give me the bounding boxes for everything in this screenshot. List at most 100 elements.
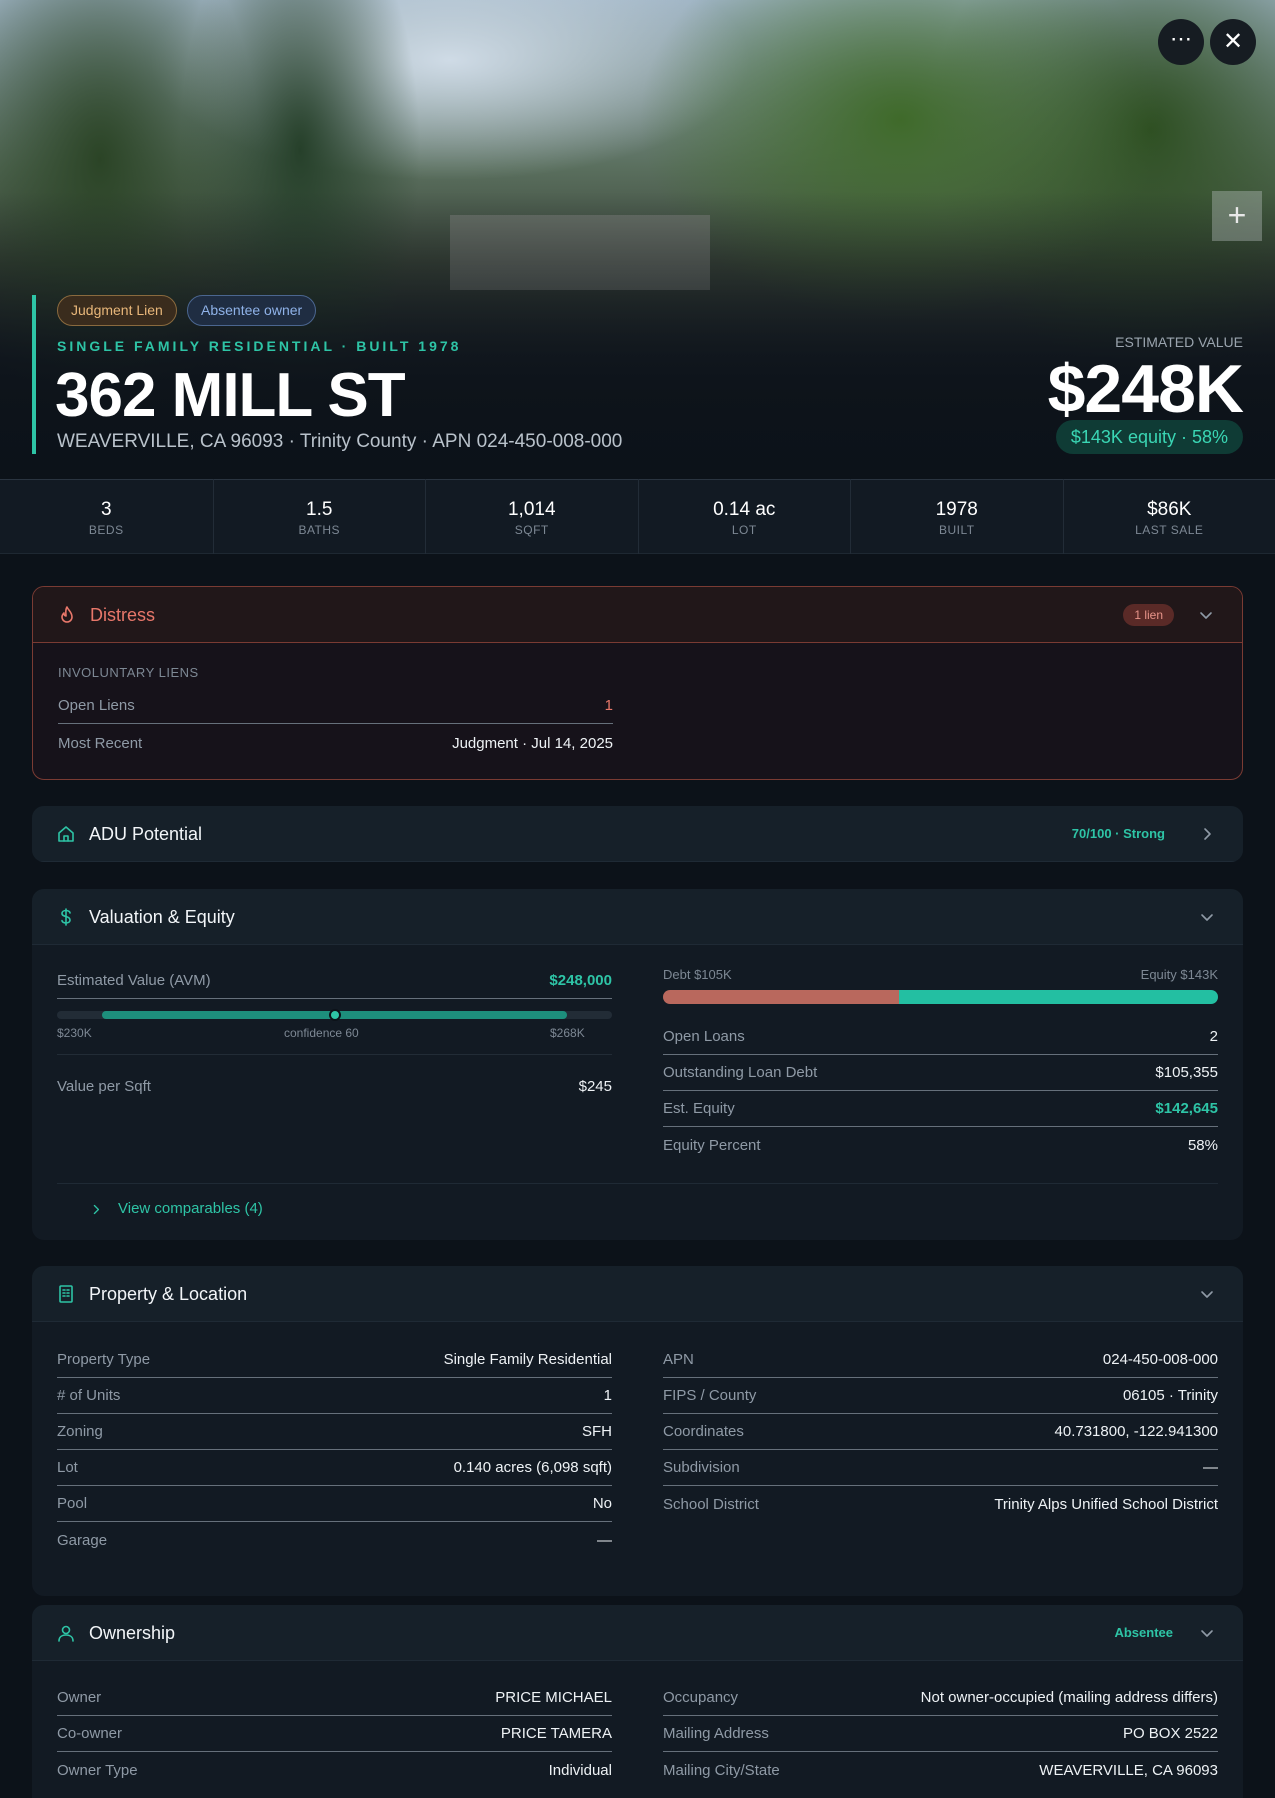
detail-row: Lot 0.140 acres (6,098 sqft) — [57, 1450, 612, 1486]
detail-row: Occupancy Not owner-occupied (mailing add… — [663, 1680, 1218, 1716]
row-label: Mailing Address — [663, 1725, 769, 1742]
card-title: Valuation & Equity — [89, 907, 235, 927]
equity-label: Equity $143K — [1140, 967, 1218, 982]
card-icon — [56, 1623, 76, 1648]
stat-value: 1,014 — [507, 499, 556, 520]
range-high: $268K — [550, 1026, 585, 1040]
property-card: Property & Location Property Type Single F… — [32, 1266, 1243, 1596]
debt-bar — [663, 990, 899, 1004]
row-label: Most Recent — [58, 734, 143, 752]
detail-row: Equity Percent 58% — [663, 1127, 1218, 1163]
address-title: 362 MILL ST — [55, 361, 406, 430]
row-value: $105,355 — [1155, 1064, 1218, 1081]
equity-bar — [898, 990, 1218, 1004]
row-label: Occupancy — [663, 1689, 739, 1706]
detail-row: Open Liens 1 — [58, 688, 613, 724]
row-value: SFH — [582, 1423, 612, 1440]
row-value: PRICE MICHAEL — [495, 1689, 612, 1706]
detail-row: FIPS / County 06105 · Trinity — [663, 1378, 1218, 1414]
detail-row: APN 024-450-008-000 — [663, 1342, 1218, 1378]
row-label: Co-owner — [57, 1725, 123, 1742]
chevron — [1196, 605, 1216, 630]
stat: $86K LAST SALE — [1062, 479, 1275, 554]
detail-row: Est. Equity $142,645 — [663, 1091, 1218, 1127]
tag: Absentee owner — [187, 295, 317, 326]
stat-label: BUILT — [938, 523, 975, 537]
row-value: 06105 · Trinity — [1122, 1387, 1218, 1404]
detail-row: Subdivision — — [663, 1450, 1218, 1486]
card-title: Ownership — [89, 1623, 176, 1643]
zoom-button[interactable]: + — [1212, 191, 1262, 241]
row-label: # of Units — [57, 1387, 121, 1404]
row-label: School District — [663, 1495, 759, 1513]
row-value: No — [592, 1495, 612, 1512]
row-value: 1 — [604, 697, 613, 714]
detail-row: # of Units 1 — [57, 1378, 612, 1414]
detail-row: Coordinates 40.731800, -122.941300 — [663, 1414, 1218, 1450]
detail-row: Owner PRICE MICHAEL — [57, 1680, 612, 1716]
stat-value: 0.14 ac — [713, 499, 776, 520]
range-marker[interactable] — [329, 1009, 341, 1021]
row-label: Estimated Value (AVM) — [57, 972, 211, 989]
equity-pill: $143K equity · 58% — [1055, 420, 1243, 454]
card-header[interactable]: ADU Potential — [32, 806, 1243, 862]
detail-row: Most Recent Judgment · Jul 14, 2025 — [58, 725, 613, 761]
row-value: WEAVERVILLE, CA 96093 — [1039, 1761, 1218, 1779]
row-value: $248,000 — [549, 972, 612, 989]
hero-photo: ⋯ ✕ + — [0, 0, 1275, 479]
row-label: Garage — [57, 1531, 108, 1549]
detail-row: Garage — — [57, 1522, 612, 1558]
card-icon — [56, 824, 76, 849]
detail-row: Pool No — [57, 1486, 612, 1522]
chevron — [1197, 1284, 1217, 1309]
card-header[interactable]: Valuation & Equity — [32, 889, 1243, 945]
detail-row: Zoning SFH — [57, 1414, 612, 1450]
card-title: Property & Location — [89, 1284, 248, 1304]
ownership-card: Ownership Absentee Owner PRICE MICHAEL Co-ow… — [32, 1605, 1243, 1798]
address-line: WEAVERVILLE, CA 96093 · Trinity County ·… — [57, 431, 623, 452]
row-value: 2 — [1209, 1028, 1218, 1045]
row-value: 0.140 acres (6,098 sqft) — [453, 1459, 612, 1476]
stat: 0.14 ac LOT — [637, 479, 851, 554]
row-value: $245 — [578, 1078, 612, 1095]
detail-row: Co-owner PRICE TAMERA — [57, 1716, 612, 1752]
adu-score: 70/100 · Strong — [1071, 826, 1165, 841]
row-label: Outstanding Loan Debt — [663, 1064, 818, 1081]
row-label: Open Loans — [663, 1028, 745, 1045]
chevron — [1197, 824, 1217, 849]
card-header[interactable]: Ownership — [32, 1605, 1243, 1661]
row-value: Trinity Alps Unified School District — [994, 1495, 1218, 1513]
comparables-link[interactable]: View comparables (4) — [118, 1200, 263, 1217]
tag: Judgment Lien — [57, 295, 177, 326]
card-icon — [56, 907, 76, 932]
row-label: Owner — [57, 1689, 102, 1706]
row-value: Not owner-occupied (mailing address diff… — [920, 1689, 1218, 1706]
row-value: $142,645 — [1155, 1100, 1218, 1117]
row-value: 1 — [603, 1387, 612, 1404]
value-label: ESTIMATED VALUE — [1115, 334, 1243, 350]
property-type: SINGLE FAMILY RESIDENTIAL · BUILT 1978 — [57, 338, 462, 354]
row-value: PRICE TAMERA — [500, 1725, 612, 1742]
detail-row: Owner Type Individual — [57, 1752, 612, 1788]
row-label: Mailing City/State — [663, 1761, 780, 1779]
more-button[interactable]: ⋯ — [1158, 19, 1204, 65]
stat-value: $86K — [1147, 499, 1192, 520]
detail-row: Outstanding Loan Debt $105,355 — [663, 1055, 1218, 1091]
card-header[interactable]: Distress — [33, 587, 1242, 643]
badge: 1 lien — [1123, 604, 1174, 626]
row-label: Open Liens — [58, 697, 135, 714]
card-icon — [56, 1284, 76, 1309]
stat-value: 3 — [100, 499, 112, 520]
row-value: Judgment · Jul 14, 2025 — [452, 734, 613, 752]
estimated-value: $248K — [1047, 351, 1244, 427]
photo-shade — [0, 0, 1275, 479]
section-label: INVOLUNTARY LIENS — [58, 665, 199, 680]
card-header[interactable]: Property & Location — [32, 1266, 1243, 1322]
row-label: Lot — [57, 1459, 78, 1476]
stat-value: 1978 — [935, 499, 978, 520]
row-label: Pool — [57, 1495, 88, 1512]
stat-value: 1.5 — [306, 499, 333, 520]
close-button[interactable]: ✕ — [1210, 19, 1256, 65]
row-label: Property Type — [57, 1351, 151, 1368]
detail-row: Property Type Single Family Residential — [57, 1342, 612, 1378]
